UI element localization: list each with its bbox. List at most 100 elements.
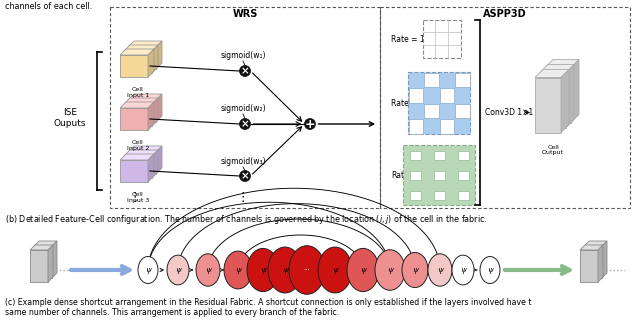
- Ellipse shape: [318, 247, 352, 293]
- Text: ×: ×: [241, 119, 250, 129]
- Text: ψ: ψ: [332, 267, 338, 274]
- Text: ⋮: ⋮: [129, 191, 141, 204]
- Polygon shape: [30, 250, 48, 282]
- FancyBboxPatch shape: [408, 72, 470, 134]
- Text: Rate = 1: Rate = 1: [391, 34, 424, 43]
- Polygon shape: [152, 45, 158, 73]
- Polygon shape: [124, 98, 158, 104]
- Polygon shape: [128, 152, 156, 174]
- Text: ×: ×: [241, 171, 250, 181]
- Text: ψ: ψ: [145, 267, 151, 274]
- Ellipse shape: [480, 257, 500, 283]
- Polygon shape: [124, 104, 152, 126]
- Ellipse shape: [375, 250, 405, 290]
- FancyBboxPatch shape: [403, 145, 475, 205]
- Polygon shape: [128, 94, 162, 100]
- Polygon shape: [120, 108, 148, 130]
- Polygon shape: [128, 47, 156, 69]
- Polygon shape: [124, 150, 158, 156]
- Polygon shape: [128, 146, 162, 152]
- Text: (c) Example dense shortcut arrangement in the Residual Fabric. A shortcut connec: (c) Example dense shortcut arrangement i…: [5, 298, 531, 307]
- Ellipse shape: [347, 248, 379, 292]
- Text: Rate = 2: Rate = 2: [391, 99, 424, 108]
- FancyBboxPatch shape: [434, 171, 445, 180]
- FancyBboxPatch shape: [434, 191, 445, 200]
- Polygon shape: [128, 100, 156, 122]
- Polygon shape: [584, 246, 602, 278]
- FancyBboxPatch shape: [458, 191, 468, 200]
- Text: Cell
Input 2: Cell Input 2: [127, 140, 149, 151]
- Ellipse shape: [452, 255, 474, 285]
- Polygon shape: [48, 245, 53, 282]
- Circle shape: [239, 171, 250, 182]
- Text: sigmoid(w₁): sigmoid(w₁): [220, 51, 266, 60]
- Text: Conv3D 1×1: Conv3D 1×1: [485, 108, 533, 117]
- Polygon shape: [148, 154, 154, 182]
- Polygon shape: [128, 41, 162, 47]
- Polygon shape: [535, 78, 561, 132]
- Text: ψ: ψ: [360, 267, 366, 274]
- Polygon shape: [124, 45, 158, 51]
- Polygon shape: [545, 68, 571, 122]
- Polygon shape: [423, 20, 461, 58]
- Polygon shape: [30, 245, 53, 250]
- Polygon shape: [561, 70, 569, 132]
- Text: WRS: WRS: [232, 9, 258, 19]
- Text: same number of channels. This arrangement is applied to every branch of the fabr: same number of channels. This arrangemen…: [5, 308, 339, 317]
- Text: ψ: ψ: [205, 267, 211, 274]
- FancyBboxPatch shape: [410, 191, 420, 200]
- FancyBboxPatch shape: [440, 119, 454, 134]
- Polygon shape: [120, 55, 148, 77]
- Polygon shape: [34, 241, 57, 246]
- FancyBboxPatch shape: [424, 72, 438, 87]
- Ellipse shape: [289, 246, 325, 294]
- Polygon shape: [152, 150, 158, 178]
- FancyBboxPatch shape: [424, 103, 438, 118]
- Polygon shape: [566, 64, 574, 128]
- Text: (b) Detailed Feature-Cell configuration. The number of channels is governed by t: (b) Detailed Feature-Cell configuration.…: [5, 213, 487, 226]
- Circle shape: [239, 65, 250, 77]
- Polygon shape: [156, 94, 162, 122]
- Polygon shape: [156, 41, 162, 69]
- Text: ψ: ψ: [487, 267, 493, 274]
- Polygon shape: [584, 241, 607, 246]
- Text: ψ: ψ: [175, 267, 181, 274]
- Text: ASPP3D: ASPP3D: [483, 9, 527, 19]
- Polygon shape: [34, 246, 52, 278]
- Polygon shape: [540, 72, 566, 128]
- FancyBboxPatch shape: [458, 151, 468, 160]
- FancyBboxPatch shape: [455, 103, 470, 118]
- Polygon shape: [52, 241, 57, 278]
- Polygon shape: [580, 245, 603, 250]
- Ellipse shape: [428, 254, 452, 286]
- Ellipse shape: [268, 247, 302, 293]
- Ellipse shape: [224, 251, 252, 289]
- Polygon shape: [120, 154, 154, 160]
- Polygon shape: [124, 51, 152, 73]
- Text: ψ: ψ: [282, 267, 288, 274]
- Polygon shape: [598, 245, 603, 282]
- Text: Cell
Output: Cell Output: [542, 145, 564, 155]
- Polygon shape: [120, 49, 154, 55]
- Polygon shape: [602, 241, 607, 278]
- Ellipse shape: [247, 248, 279, 292]
- FancyBboxPatch shape: [410, 151, 420, 160]
- Text: ψ: ψ: [460, 267, 466, 274]
- Text: Rate=4: Rate=4: [391, 171, 420, 179]
- Ellipse shape: [138, 257, 158, 283]
- Polygon shape: [152, 98, 158, 126]
- FancyBboxPatch shape: [458, 171, 468, 180]
- Text: ···: ···: [303, 267, 310, 273]
- Text: +: +: [305, 118, 316, 131]
- Text: channels of each cell.: channels of each cell.: [5, 2, 92, 11]
- Text: sigmoid(w₃): sigmoid(w₃): [220, 156, 266, 166]
- Polygon shape: [120, 160, 148, 182]
- FancyBboxPatch shape: [408, 88, 423, 102]
- Polygon shape: [120, 102, 154, 108]
- Polygon shape: [535, 70, 569, 78]
- Text: sigmoid(w₂): sigmoid(w₂): [220, 103, 266, 112]
- Polygon shape: [156, 146, 162, 174]
- Circle shape: [239, 118, 250, 129]
- Polygon shape: [580, 250, 598, 282]
- Ellipse shape: [167, 255, 189, 285]
